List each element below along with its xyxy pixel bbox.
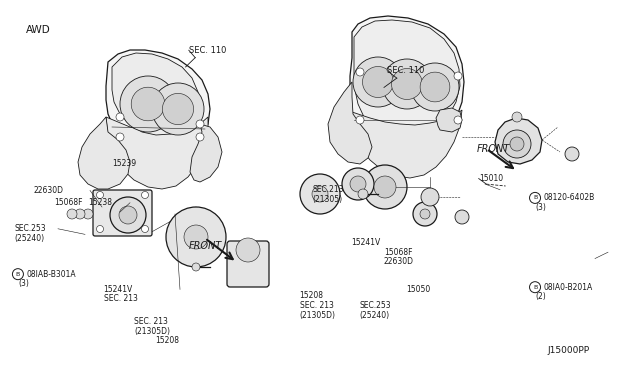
- Text: (21305): (21305): [312, 195, 342, 204]
- Text: FRONT: FRONT: [477, 144, 510, 154]
- Text: SEC.253: SEC.253: [14, 224, 45, 233]
- Text: (3): (3): [535, 203, 546, 212]
- Circle shape: [454, 116, 462, 124]
- Circle shape: [196, 133, 204, 141]
- Text: AWD: AWD: [26, 25, 51, 35]
- Text: 15010: 15010: [479, 174, 503, 183]
- Circle shape: [196, 120, 204, 128]
- Circle shape: [120, 76, 176, 132]
- Circle shape: [363, 165, 407, 209]
- Text: FRONT: FRONT: [189, 241, 222, 250]
- Text: 08IAB-B301A: 08IAB-B301A: [27, 270, 77, 279]
- Text: 15208: 15208: [156, 336, 179, 344]
- Text: SEC. 213: SEC. 213: [104, 294, 138, 303]
- Circle shape: [141, 225, 148, 232]
- Circle shape: [119, 206, 137, 224]
- Text: 15050: 15050: [406, 285, 430, 294]
- Circle shape: [512, 112, 522, 122]
- Circle shape: [192, 263, 200, 271]
- Polygon shape: [436, 108, 462, 132]
- Circle shape: [67, 209, 77, 219]
- Text: 15208: 15208: [300, 291, 323, 300]
- Text: 08IA0-B201A: 08IA0-B201A: [544, 283, 593, 292]
- Text: 15068F: 15068F: [384, 248, 413, 257]
- Circle shape: [97, 225, 104, 232]
- Circle shape: [362, 67, 394, 97]
- Text: 15241V: 15241V: [104, 285, 133, 294]
- Polygon shape: [112, 53, 198, 135]
- Text: SEC. 213: SEC. 213: [300, 301, 333, 310]
- Circle shape: [116, 133, 124, 141]
- Polygon shape: [328, 82, 372, 164]
- Text: J15000PP: J15000PP: [547, 346, 589, 355]
- Circle shape: [110, 197, 146, 233]
- Circle shape: [503, 130, 531, 158]
- Circle shape: [358, 189, 368, 199]
- Text: B: B: [533, 285, 537, 290]
- Circle shape: [454, 72, 462, 80]
- Text: 15241V: 15241V: [351, 238, 380, 247]
- Circle shape: [356, 68, 364, 76]
- Circle shape: [411, 63, 459, 111]
- Circle shape: [392, 68, 422, 99]
- Text: 08120-6402B: 08120-6402B: [544, 193, 595, 202]
- FancyBboxPatch shape: [93, 190, 152, 236]
- Text: (2): (2): [535, 292, 546, 301]
- Circle shape: [374, 176, 396, 198]
- Circle shape: [353, 57, 403, 107]
- Text: 22630D: 22630D: [34, 186, 64, 195]
- Text: 15239: 15239: [112, 159, 136, 168]
- Circle shape: [152, 83, 204, 135]
- FancyBboxPatch shape: [227, 241, 269, 287]
- Text: (21305D): (21305D): [300, 311, 335, 320]
- Polygon shape: [354, 20, 460, 137]
- Circle shape: [116, 113, 124, 121]
- Circle shape: [342, 168, 374, 200]
- Circle shape: [455, 210, 469, 224]
- Circle shape: [356, 116, 364, 124]
- Circle shape: [382, 59, 432, 109]
- Circle shape: [141, 192, 148, 199]
- Polygon shape: [350, 16, 464, 160]
- Polygon shape: [495, 118, 542, 164]
- Circle shape: [420, 72, 450, 102]
- Text: SEC.213: SEC.213: [312, 185, 344, 194]
- Text: 22630D: 22630D: [384, 257, 414, 266]
- Text: SEC. 213: SEC. 213: [134, 317, 168, 326]
- Circle shape: [420, 209, 430, 219]
- Circle shape: [421, 188, 439, 206]
- Text: SEC. 110: SEC. 110: [387, 66, 424, 75]
- Text: 15238: 15238: [88, 198, 113, 207]
- Circle shape: [413, 202, 437, 226]
- Text: 15068F: 15068F: [54, 198, 83, 207]
- Circle shape: [184, 225, 208, 249]
- Circle shape: [312, 186, 328, 202]
- Circle shape: [97, 192, 104, 199]
- Circle shape: [83, 209, 93, 219]
- Circle shape: [300, 174, 340, 214]
- Text: B: B: [16, 272, 20, 277]
- Text: SEC.253: SEC.253: [360, 301, 391, 310]
- Text: (25240): (25240): [360, 311, 390, 320]
- Circle shape: [510, 137, 524, 151]
- Circle shape: [131, 87, 165, 121]
- Text: (21305D): (21305D): [134, 327, 170, 336]
- Text: (25240): (25240): [14, 234, 44, 243]
- Polygon shape: [352, 110, 462, 178]
- Circle shape: [350, 176, 366, 192]
- Polygon shape: [106, 50, 210, 160]
- Text: SEC. 110: SEC. 110: [189, 46, 226, 55]
- Polygon shape: [78, 117, 130, 189]
- Circle shape: [75, 209, 85, 219]
- Text: (3): (3): [18, 279, 29, 288]
- Polygon shape: [106, 117, 208, 189]
- Circle shape: [163, 93, 193, 125]
- Text: B: B: [533, 195, 537, 201]
- Circle shape: [236, 238, 260, 262]
- Polygon shape: [190, 124, 222, 182]
- Circle shape: [166, 207, 226, 267]
- Circle shape: [565, 147, 579, 161]
